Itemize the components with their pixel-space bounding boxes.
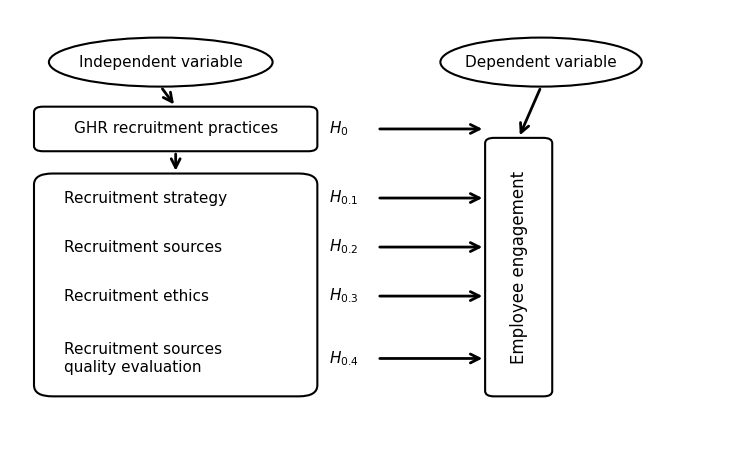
- Text: Employee engagement: Employee engagement: [510, 171, 528, 364]
- Text: $H_{0.3}$: $H_{0.3}$: [329, 287, 358, 306]
- Text: Independent variable: Independent variable: [79, 54, 243, 69]
- Text: Recruitment sources
quality evaluation: Recruitment sources quality evaluation: [64, 342, 222, 375]
- Text: $H_{0.1}$: $H_{0.1}$: [329, 189, 358, 207]
- Text: Recruitment ethics: Recruitment ethics: [64, 289, 209, 304]
- Text: $H_{0.4}$: $H_{0.4}$: [329, 349, 358, 368]
- Text: $H_{0.2}$: $H_{0.2}$: [329, 238, 357, 257]
- Text: Recruitment strategy: Recruitment strategy: [64, 191, 227, 206]
- Text: Dependent variable: Dependent variable: [465, 54, 617, 69]
- Text: $H_0$: $H_0$: [329, 119, 348, 138]
- Text: Recruitment sources: Recruitment sources: [64, 240, 222, 255]
- Text: GHR recruitment practices: GHR recruitment practices: [74, 122, 277, 137]
